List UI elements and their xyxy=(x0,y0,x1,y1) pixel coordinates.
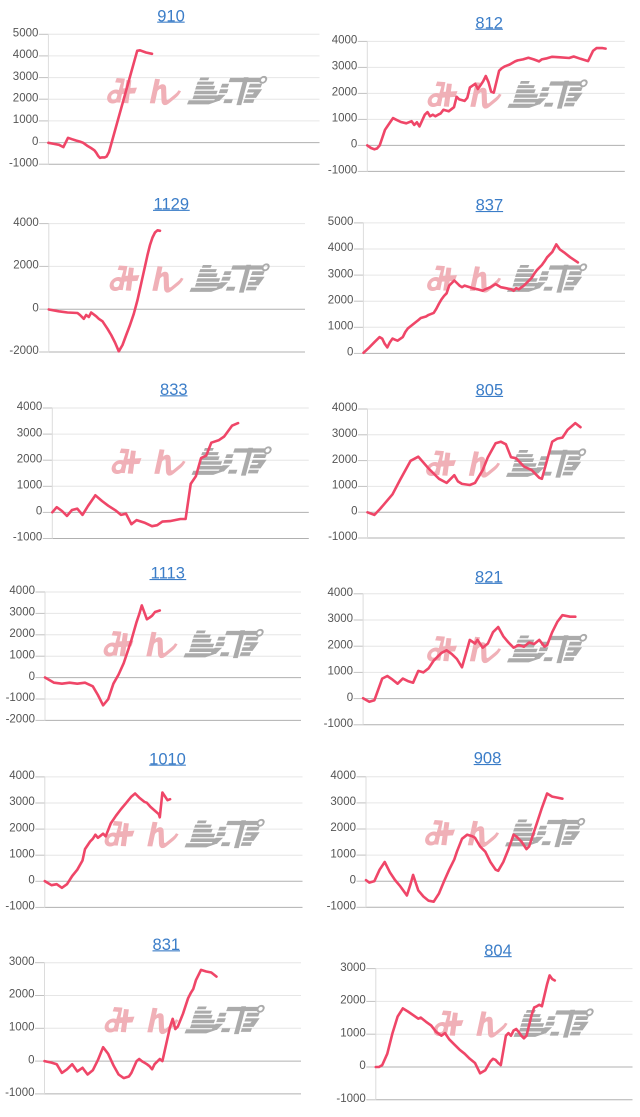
svg-text:3000: 3000 xyxy=(17,427,43,439)
svg-text:-1000: -1000 xyxy=(336,1093,365,1105)
svg-text:4000: 4000 xyxy=(328,242,354,254)
svg-text:1000: 1000 xyxy=(332,480,358,492)
svg-text:2000: 2000 xyxy=(13,260,39,272)
svg-text:-1000: -1000 xyxy=(13,532,42,544)
svg-text:805: 805 xyxy=(476,382,504,400)
svg-text:908: 908 xyxy=(474,750,502,768)
svg-text:1000: 1000 xyxy=(13,114,39,126)
svg-text:5000: 5000 xyxy=(13,28,39,40)
svg-text:0: 0 xyxy=(351,505,357,517)
svg-text:-1000: -1000 xyxy=(327,901,356,913)
svg-text:2000: 2000 xyxy=(340,995,366,1007)
svg-text:-2000: -2000 xyxy=(6,714,35,726)
svg-text:3000: 3000 xyxy=(9,607,35,619)
svg-text:812: 812 xyxy=(475,14,503,32)
svg-text:3000: 3000 xyxy=(328,613,354,625)
svg-text:821: 821 xyxy=(475,569,503,587)
svg-text:4000: 4000 xyxy=(332,402,358,414)
svg-text:2000: 2000 xyxy=(9,989,35,1001)
svg-text:1113: 1113 xyxy=(151,565,185,583)
svg-text:0: 0 xyxy=(32,302,38,314)
svg-text:3000: 3000 xyxy=(330,796,356,808)
svg-text:4000: 4000 xyxy=(332,35,358,47)
svg-text:2000: 2000 xyxy=(17,453,43,465)
svg-text:-1000: -1000 xyxy=(324,718,353,730)
svg-text:-1000: -1000 xyxy=(9,157,38,169)
svg-text:2000: 2000 xyxy=(9,628,35,640)
svg-text:1000: 1000 xyxy=(9,848,35,860)
svg-text:-1000: -1000 xyxy=(328,165,357,177)
svg-text:4000: 4000 xyxy=(328,587,354,599)
svg-text:-1000: -1000 xyxy=(5,1087,34,1099)
svg-text:3000: 3000 xyxy=(9,956,35,968)
svg-text:0: 0 xyxy=(36,506,42,518)
svg-text:2000: 2000 xyxy=(328,294,354,306)
svg-text:3000: 3000 xyxy=(340,962,366,974)
svg-text:0: 0 xyxy=(359,1060,365,1072)
svg-text:4000: 4000 xyxy=(330,770,356,782)
svg-text:0: 0 xyxy=(347,692,353,704)
svg-text:0: 0 xyxy=(28,1054,34,1066)
svg-text:3000: 3000 xyxy=(332,61,358,73)
svg-text:1000: 1000 xyxy=(340,1027,366,1039)
svg-text:0: 0 xyxy=(29,671,35,683)
svg-text:1000: 1000 xyxy=(328,321,354,333)
svg-text:837: 837 xyxy=(476,197,504,215)
svg-text:0: 0 xyxy=(32,136,38,148)
svg-text:-2000: -2000 xyxy=(9,345,38,357)
svg-text:4000: 4000 xyxy=(9,770,35,782)
svg-text:2000: 2000 xyxy=(13,92,39,104)
svg-text:2000: 2000 xyxy=(9,822,35,834)
svg-text:1000: 1000 xyxy=(328,666,354,678)
svg-text:2000: 2000 xyxy=(332,87,358,99)
svg-text:4000: 4000 xyxy=(13,217,39,229)
svg-text:804: 804 xyxy=(484,942,512,960)
svg-text:0: 0 xyxy=(351,139,357,151)
svg-text:4000: 4000 xyxy=(9,585,35,597)
svg-text:5000: 5000 xyxy=(328,216,354,228)
svg-text:1129: 1129 xyxy=(154,196,189,214)
svg-text:0: 0 xyxy=(28,875,34,887)
svg-text:0: 0 xyxy=(347,347,353,359)
svg-text:-1000: -1000 xyxy=(6,692,35,704)
svg-text:3000: 3000 xyxy=(332,428,358,440)
svg-text:833: 833 xyxy=(160,381,188,399)
svg-text:1000: 1000 xyxy=(9,649,35,661)
svg-text:4000: 4000 xyxy=(17,401,43,413)
svg-text:4000: 4000 xyxy=(13,49,39,61)
svg-text:3000: 3000 xyxy=(328,268,354,280)
svg-text:2000: 2000 xyxy=(328,639,354,651)
svg-text:1010: 1010 xyxy=(149,750,186,768)
svg-text:1000: 1000 xyxy=(332,113,358,125)
svg-text:-1000: -1000 xyxy=(5,901,34,913)
svg-text:2000: 2000 xyxy=(332,454,358,466)
svg-text:831: 831 xyxy=(153,936,181,954)
svg-text:2000: 2000 xyxy=(330,822,356,834)
svg-text:1000: 1000 xyxy=(330,848,356,860)
svg-text:3000: 3000 xyxy=(13,71,39,83)
svg-text:1000: 1000 xyxy=(9,1022,35,1034)
svg-text:1000: 1000 xyxy=(17,480,43,492)
svg-text:0: 0 xyxy=(350,874,356,886)
svg-text:910: 910 xyxy=(157,7,185,25)
svg-text:3000: 3000 xyxy=(9,796,35,808)
svg-text:-1000: -1000 xyxy=(328,531,357,543)
